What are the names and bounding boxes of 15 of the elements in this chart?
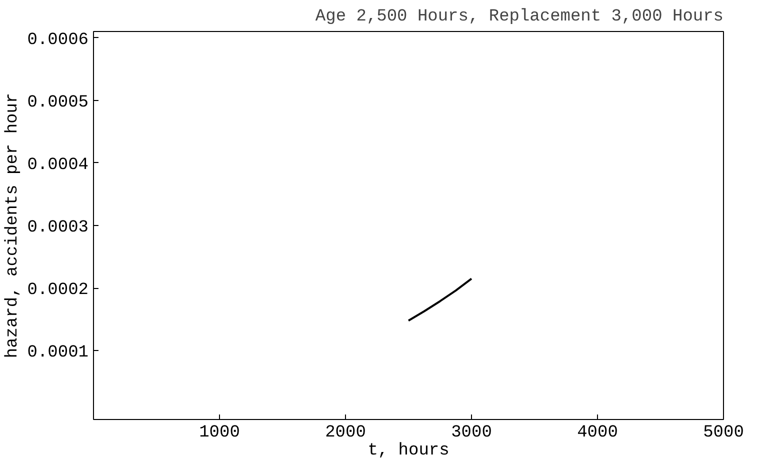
- x-tick-label: 5000: [703, 424, 744, 442]
- x-tick-label: 1000: [199, 424, 240, 442]
- y-tick-label: 0.0003: [27, 218, 89, 238]
- y-tick-label: 0.0002: [27, 281, 89, 300]
- x-tick-label: 2000: [325, 424, 366, 442]
- x-axis-title: t, hours: [368, 442, 450, 460]
- y-tick-label: 0.0005: [27, 93, 89, 112]
- x-tick-label: 3000: [451, 424, 492, 442]
- x-tick-label: 4000: [577, 424, 618, 442]
- chart-title: Age 2,500 Hours, Replacement 3,000 Hours: [315, 8, 724, 26]
- line-series: [408, 278, 472, 322]
- y-tick-label: 0.0004: [27, 156, 89, 175]
- y-axis-title: hazard, accidents per hour: [3, 92, 22, 358]
- y-tick-label: 0.0001: [27, 344, 89, 363]
- y-tick-label: 0.0006: [27, 30, 89, 50]
